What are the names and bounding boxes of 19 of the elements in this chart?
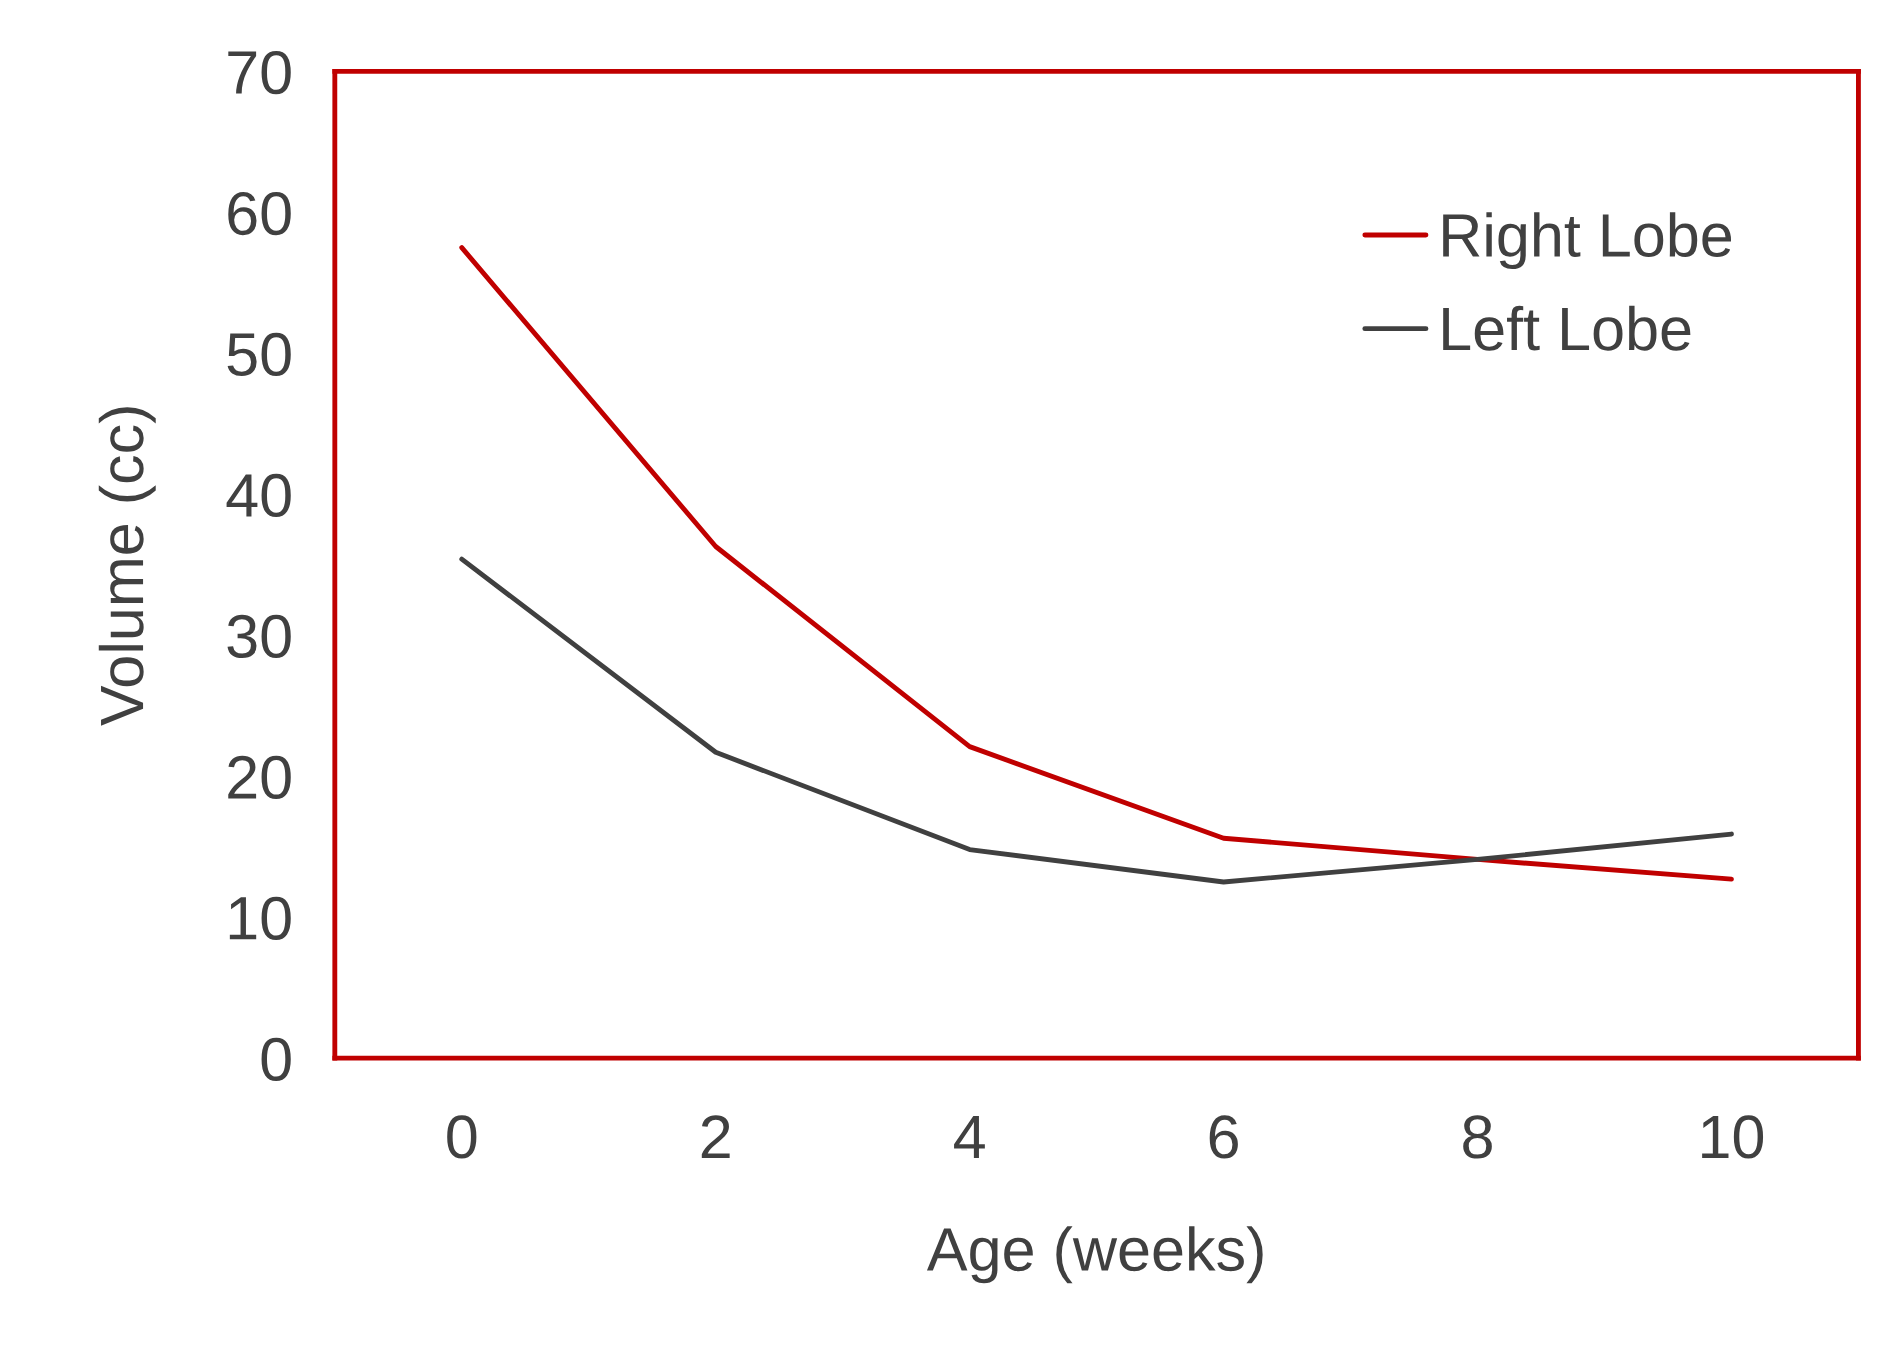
- y-tick-label: 0: [261, 1037, 291, 1081]
- x-tick-label: 4: [954, 1115, 985, 1159]
- x-tick-label: 10: [1702, 1115, 1764, 1159]
- y-tick-label: 40: [226, 473, 291, 518]
- y-tick-label: 50: [227, 332, 291, 377]
- x-tick-label: 2: [701, 1115, 730, 1159]
- legend-label: Right Lobe: [1443, 212, 1732, 270]
- y-tick-label: 10: [229, 896, 291, 940]
- y-tick-label: 30: [227, 614, 291, 659]
- y-axis-title: Volume (cc): [98, 407, 156, 726]
- legend-label: Left Lobe: [1443, 305, 1691, 351]
- y-tick-label: 20: [228, 755, 291, 799]
- line-series: [459, 556, 1734, 885]
- x-axis-title: Age (weeks): [926, 1226, 1263, 1284]
- x-tick-label: 6: [1209, 1115, 1238, 1159]
- y-tick-label: 60: [228, 191, 291, 236]
- x-tick-label: 8: [1463, 1115, 1492, 1159]
- y-tick-label: 70: [228, 50, 291, 95]
- x-tick-label: 0: [447, 1115, 477, 1159]
